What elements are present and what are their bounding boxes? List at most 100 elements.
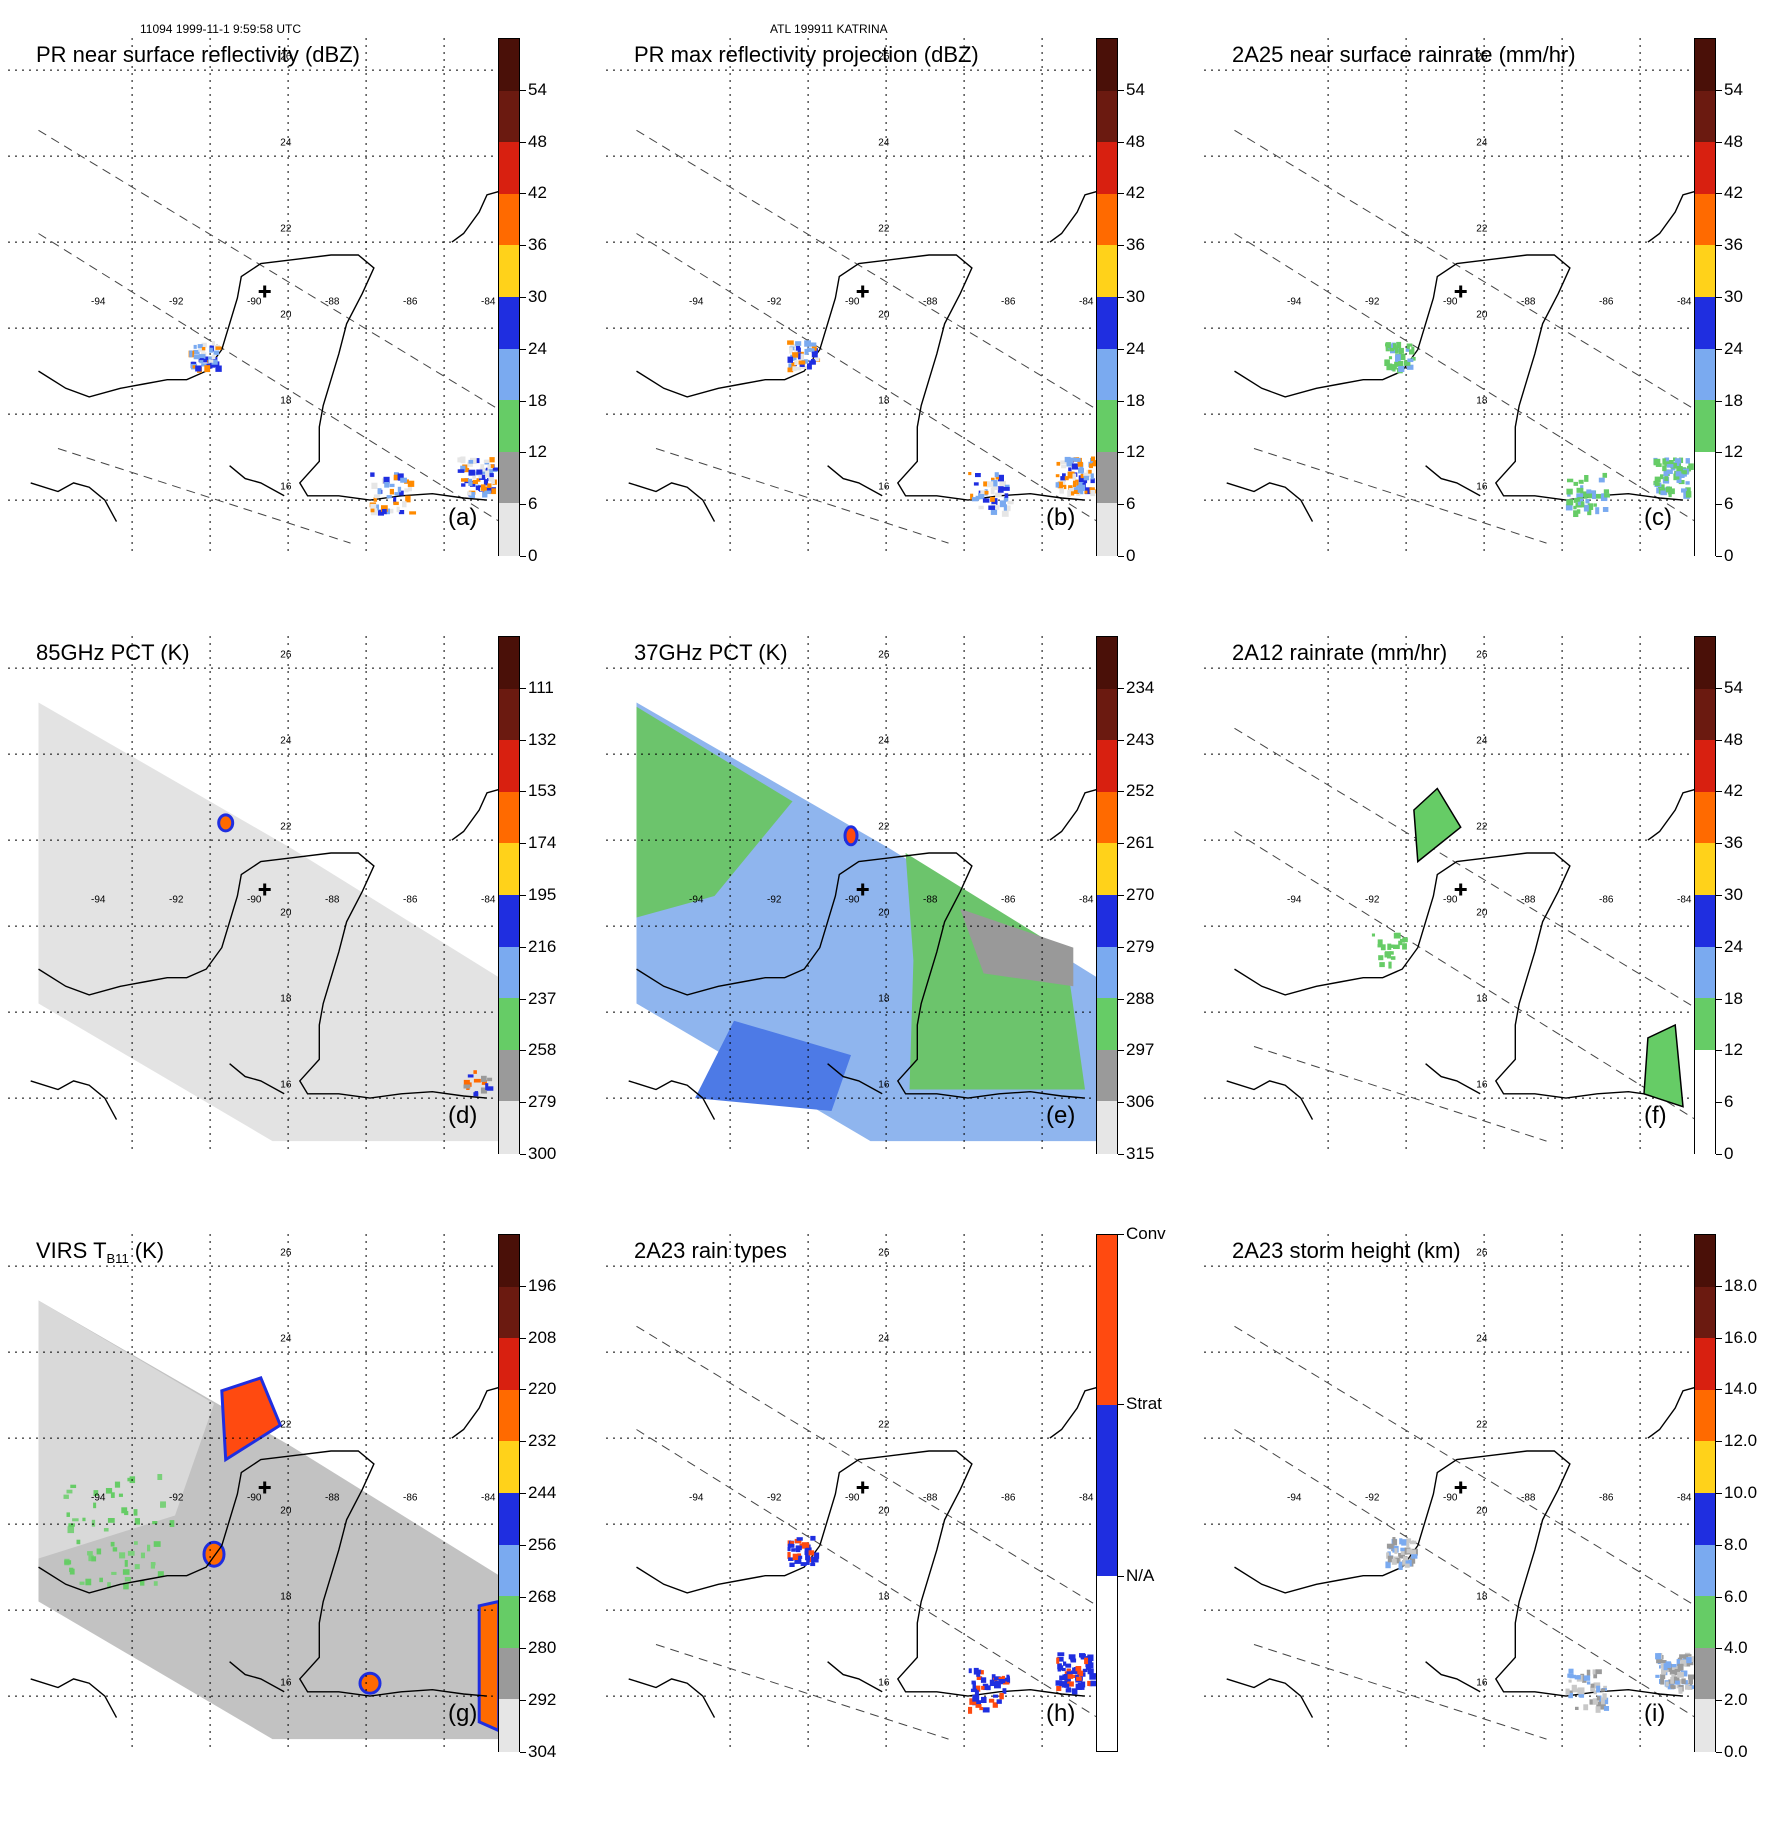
- colorbar-tick-label: 36: [1724, 833, 1743, 853]
- colorbar-tick-mark: [520, 791, 526, 793]
- colorbar-tick-mark: [1118, 400, 1124, 402]
- panel-title: PR max reflectivity projection (dBZ): [634, 42, 979, 67]
- colorbar-tick-label: 6.0: [1724, 1586, 1748, 1606]
- lat-label: 24: [878, 138, 890, 149]
- colorbar-tick-mark: [1716, 556, 1722, 557]
- colorbar-tick-label: 216: [528, 936, 557, 956]
- colorbar-tick-mark: [1118, 297, 1124, 298]
- colorbar-tick-mark: [1118, 245, 1124, 247]
- panel-title: 2A12 rainrate (mm/hr): [1232, 640, 1448, 665]
- colorbar-tick-mark: [1716, 946, 1722, 948]
- lat-label: 20: [1476, 310, 1488, 321]
- lon-label: -94: [1287, 296, 1302, 307]
- colorbar-tick-mark: [1716, 1389, 1722, 1391]
- colorbar-tick-mark: [520, 504, 526, 506]
- panel-f: 26 24 22 20 18 16 -94 -92 -90 -88 -86 -84 2A12 rainr…: [1204, 636, 1771, 1226]
- lat-label: 26: [878, 52, 890, 63]
- colorbar-tick-mark: [1716, 1285, 1722, 1287]
- lon-label: -92: [767, 1492, 782, 1503]
- colorbar-tick-mark: [1716, 193, 1722, 195]
- lon-label: -92: [169, 1492, 184, 1503]
- lat-label: 20: [878, 908, 890, 919]
- lon-label: -94: [1287, 1492, 1302, 1503]
- colorbar-tick-mark: [1716, 1544, 1722, 1546]
- colorbar-tick-label: 30: [528, 287, 547, 306]
- map-a: 26 24 22 20 18 16 -94 -92 -90 -88 -86 -84: [8, 38, 498, 556]
- colorbar: [1096, 38, 1118, 556]
- lon-label: -84: [1079, 296, 1094, 307]
- colorbar-tick-mark: [1118, 843, 1124, 845]
- panel-letter: (c): [1644, 504, 1672, 531]
- lat-label: 22: [878, 1420, 890, 1431]
- lat-label: 26: [280, 52, 292, 63]
- colorbar-tick-label: 18: [1724, 390, 1743, 410]
- lon-label: -86: [1599, 894, 1614, 905]
- map-h: 26 24 22 20 18 16 -94 -92 -90 -88 -86 -84: [606, 1234, 1096, 1752]
- colorbar-tick-mark: [1118, 791, 1124, 793]
- colorbar-tick-mark: [520, 1154, 526, 1155]
- lat-label: 26: [1476, 1248, 1488, 1259]
- colorbar-tick-label: 24: [1724, 936, 1743, 956]
- colorbar: [1694, 636, 1716, 1154]
- colorbar-tick-label: 174: [528, 833, 557, 853]
- colorbar: [498, 38, 520, 556]
- colorbar-tick-label: 195: [528, 885, 557, 904]
- lat-label: 24: [878, 1334, 890, 1345]
- lon-label: -86: [403, 1492, 418, 1503]
- colorbar-tick-mark: [520, 895, 526, 896]
- colorbar-tick-label: 12.0: [1724, 1431, 1758, 1451]
- colorbar: [498, 636, 520, 1154]
- lat-label: 16: [280, 1080, 292, 1091]
- panel-b: 26 24 22 20 18 16 -94 -92 -90 -88 -86 -84 PR max ref…: [606, 38, 1196, 628]
- colorbar-tick-label: 12: [1724, 1040, 1743, 1060]
- lon-label: -94: [689, 894, 704, 905]
- colorbar-tick-label: 6: [528, 494, 538, 514]
- colorbar-tick-mark: [520, 1544, 526, 1546]
- colorbar-tick-label: 30: [1724, 885, 1743, 904]
- colorbar-tick-mark: [520, 739, 526, 741]
- colorbar-tick-mark: [1716, 1700, 1722, 1702]
- colorbar-tick-label: 10.0: [1724, 1483, 1758, 1502]
- panel-letter: (f): [1644, 1102, 1667, 1129]
- colorbar-tick-mark: [1118, 895, 1124, 896]
- colorbar-tick-mark: [1118, 998, 1124, 1000]
- colorbar-tick-mark: [520, 1285, 526, 1287]
- colorbar-tick-mark: [1118, 1404, 1124, 1405]
- colorbar-tick-label: 6: [1724, 494, 1734, 514]
- colorbar-tick-label: 54: [528, 79, 547, 99]
- colorbar-tick-mark: [520, 1648, 526, 1650]
- colorbar-tick-label: 220: [528, 1379, 557, 1399]
- colorbar-tick-label: 36: [528, 235, 547, 255]
- lon-label: -92: [1365, 296, 1380, 307]
- colorbar-tick-label: 0: [1724, 546, 1734, 565]
- colorbar: [1096, 636, 1118, 1154]
- panel-d: 26 24 22 20 18 16 -94 -92 -90 -88 -86 -84 85GHz PCT …: [8, 636, 598, 1226]
- colorbar-tick-label: 42: [1724, 183, 1743, 203]
- colorbar-tick-label: 288: [1126, 988, 1155, 1008]
- lon-label: -86: [1599, 1492, 1614, 1503]
- lat-label: 16: [1476, 1678, 1488, 1689]
- colorbar-tick-mark: [1716, 998, 1722, 1000]
- colorbar-tick-label: 208: [528, 1327, 557, 1347]
- lat-label: 18: [1476, 396, 1488, 407]
- lon-label: -94: [91, 1492, 106, 1503]
- colorbar-tick-mark: [1716, 400, 1722, 402]
- lon-label: -88: [1521, 296, 1536, 307]
- colorbar-tick-mark: [1118, 1050, 1124, 1052]
- colorbar-tick-mark: [1716, 1050, 1722, 1052]
- swath-background: [38, 702, 498, 1142]
- colorbar-tick-label: 42: [1126, 183, 1145, 203]
- lon-label: -86: [403, 894, 418, 905]
- colorbar-tick-label: 6: [1126, 494, 1136, 514]
- colorbar-tick-label: 234: [1126, 677, 1155, 697]
- colorbar-tick-mark: [520, 1700, 526, 1702]
- lat-label: 16: [878, 1080, 890, 1091]
- colorbar-tick-mark: [520, 297, 526, 298]
- lat-label: 24: [280, 736, 292, 747]
- colorbar-tick-mark: [1118, 452, 1124, 454]
- colorbar-tick-mark: [1118, 141, 1124, 143]
- panel-letter: (h): [1046, 1700, 1076, 1727]
- lon-label: -90: [845, 1492, 860, 1503]
- storm-name-label: ATL 199911 KATRINA: [770, 22, 888, 36]
- lat-label: 22: [878, 822, 890, 833]
